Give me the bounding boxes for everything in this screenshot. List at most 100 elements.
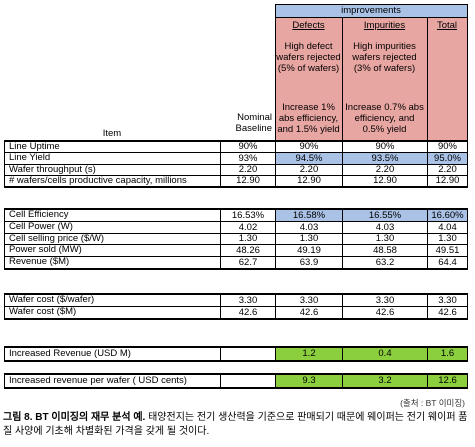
cell-nominal: 1.30 <box>238 234 258 244</box>
figure-label: 그림 8. BT 이미징의 재무 분석 예. <box>3 412 146 423</box>
defects-title: Defects <box>292 20 325 31</box>
cell-impurities: 90% <box>375 142 395 152</box>
total-header-bg <box>427 17 467 140</box>
impurities-effect: Increase 0.7% abs efficiency, and 0.5% y… <box>345 102 424 136</box>
grid-line-v <box>427 293 428 320</box>
row-label: Cell Efficiency <box>9 209 69 220</box>
grid-line-h <box>4 256 467 257</box>
row-label: Wafer cost ($/wafer) <box>9 294 95 305</box>
grid-line-v <box>427 346 428 362</box>
cell-defects: 3.30 <box>299 295 319 306</box>
cell-impurities: 16.55% <box>343 210 427 221</box>
improvements-header: improvements <box>275 4 467 17</box>
defects-description: High defect wafers rejected (5% of wafer… <box>276 41 341 75</box>
cell-total: 42.6 <box>438 307 457 318</box>
cell-impurities: 12.90 <box>373 176 397 186</box>
cell-total: 16.60% <box>428 210 467 221</box>
grid-line-v <box>4 140 5 188</box>
grid-line-h <box>275 4 467 5</box>
cell-defects: 16.58% <box>276 210 342 221</box>
grid-line-h <box>4 175 467 176</box>
caption-text: 태양전지는 전기 생산력을 기준으로 판매되기 때문에 웨이퍼는 전기 웨이퍼 … <box>3 412 468 437</box>
grid-line-h <box>4 140 467 142</box>
grid-line-h <box>275 17 467 18</box>
total-header: Total <box>427 20 467 32</box>
cell-defects: 2.20 <box>299 165 319 175</box>
grid-line-v <box>342 17 343 140</box>
row-label: Increased revenue per wafer ( USD cents) <box>9 375 187 386</box>
cell-total: 12.90 <box>435 176 460 186</box>
grid-line-v <box>342 140 343 188</box>
grid-line-v <box>275 373 276 389</box>
cell-nominal <box>221 348 275 360</box>
cell-nominal: 42.6 <box>238 307 258 318</box>
cell-impurities: 1.30 <box>375 234 395 244</box>
cell-defects: 94.5% <box>276 153 342 164</box>
impurities-header: Impurities <box>342 20 427 32</box>
defects-header-bg <box>275 17 342 140</box>
cell-nominal: 16.53% <box>231 210 265 221</box>
cell-total: 4.04 <box>438 222 457 233</box>
grid-line-v <box>275 4 276 140</box>
cell-nominal: 48.26 <box>236 245 260 256</box>
cell-defects: 42.6 <box>299 307 319 318</box>
impurities-description: High impurities wafers rejected (3% of w… <box>352 41 417 75</box>
figure-caption: 그림 8. BT 이미징의 재무 분석 예. 태양전지는 전기 생산력을 기준으… <box>3 411 473 439</box>
grid-line-v <box>342 293 343 320</box>
cell-defects: 49.19 <box>297 245 321 256</box>
grid-line-v <box>427 208 428 270</box>
cell-impurities: 4.03 <box>375 222 395 233</box>
grid-line-v <box>4 346 5 362</box>
grid-line-v <box>467 208 468 270</box>
grid-line-v <box>275 293 276 320</box>
row-label: Revenue ($M) <box>9 256 70 267</box>
cell-defects: 1.30 <box>299 234 319 244</box>
cell-defects: 9.3 <box>276 375 342 387</box>
cell-impurities: 93.5% <box>343 153 427 164</box>
grid-line-v <box>275 208 276 270</box>
grid-line-v <box>220 346 221 362</box>
cell-defects: 63.9 <box>299 257 319 268</box>
grid-line-h <box>4 268 467 270</box>
row-label: Increased Revenue (USD M) <box>9 348 131 359</box>
grid-line-v <box>4 208 5 270</box>
grid-line-h <box>4 387 467 389</box>
grid-line-h <box>4 346 467 348</box>
cell-defects: 4.03 <box>299 222 319 233</box>
grid-line-v <box>220 208 221 270</box>
grid-line-v <box>220 140 221 188</box>
cell-impurities: 3.2 <box>343 375 427 387</box>
grid-line-h <box>4 152 467 153</box>
source-note: (출처 : BT 이미징) <box>400 398 465 408</box>
row-label: Power sold (MW) <box>9 244 82 255</box>
grid-line-v <box>342 346 343 362</box>
total-title: Total <box>436 20 458 31</box>
grid-line-v <box>467 140 468 188</box>
cell-impurities: 48.58 <box>373 245 397 256</box>
grid-line-h <box>4 306 467 307</box>
defects-header: Defects <box>275 20 342 32</box>
cell-defects: 1.2 <box>276 348 342 360</box>
grid-line-v <box>275 140 276 188</box>
cell-total: 12.6 <box>428 375 467 387</box>
cell-defects: 90% <box>299 142 319 152</box>
cell-total: 1.6 <box>428 348 467 360</box>
grid-line-v <box>467 373 468 389</box>
cell-total: 2.20 <box>438 165 457 175</box>
row-label: Line Yield <box>9 152 51 163</box>
grid-line-h <box>4 221 467 222</box>
cell-impurities: 2.20 <box>375 165 395 175</box>
cell-nominal: 3.30 <box>238 295 258 306</box>
cell-impurities: 63.2 <box>375 257 395 268</box>
row-label: Line Uptime <box>9 141 60 152</box>
cell-total: 90% <box>437 142 457 152</box>
grid-line-v <box>467 293 468 320</box>
grid-line-v <box>342 373 343 389</box>
grid-line-v <box>467 4 468 140</box>
cell-total: 1.30 <box>438 234 457 244</box>
grid-line-v <box>275 346 276 362</box>
cell-impurities: 3.30 <box>375 295 395 306</box>
grid-line-v <box>427 140 428 188</box>
impurities-header-bg <box>342 17 427 140</box>
cell-nominal <box>221 375 275 387</box>
